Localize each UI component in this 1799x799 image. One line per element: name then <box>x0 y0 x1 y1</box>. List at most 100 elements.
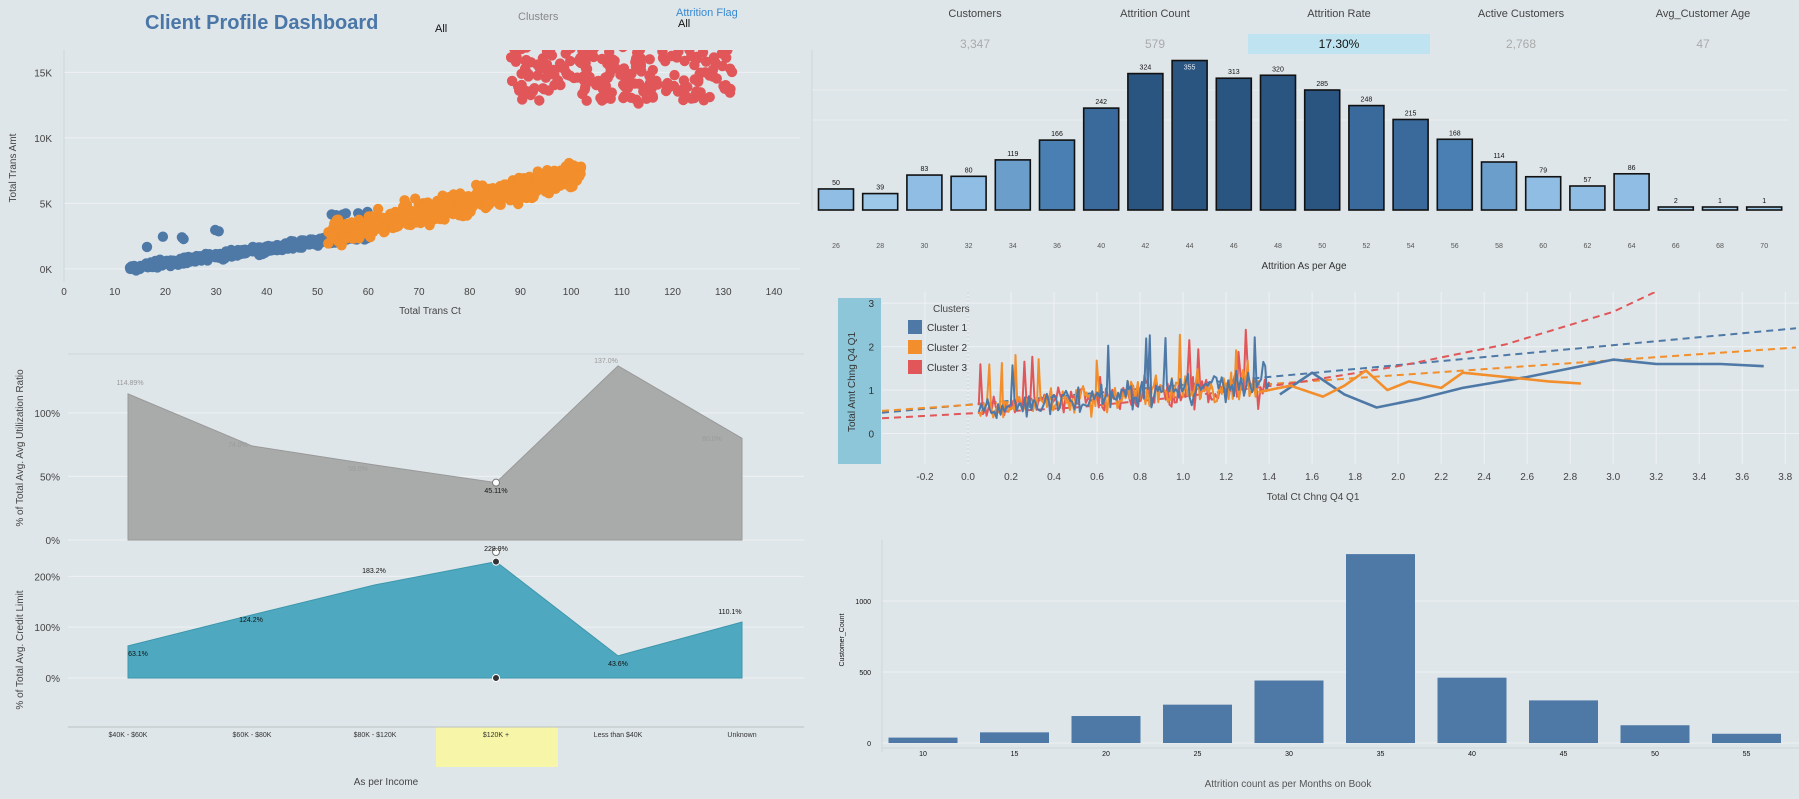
scatter-point <box>661 79 672 91</box>
y-tick-label: 3 <box>868 299 874 310</box>
scatter-point <box>672 86 684 97</box>
line-chart-chng-q4-q1[interactable]: Total Amt Chng Q4 Q1 -0.2 0.0 0.2 0.4 0.6 0.8 1… <box>838 292 1799 510</box>
x-tick-label: 0.4 <box>1047 472 1061 483</box>
selected-point-marker <box>492 557 500 566</box>
scatter-point <box>290 239 301 251</box>
scatter-point <box>633 98 644 109</box>
scatter-point <box>323 227 334 238</box>
age-bar-46 <box>1215 77 1253 211</box>
scatter-point <box>605 93 616 104</box>
scatter-chart-trans-amt-vs-ct[interactable]: 0K 5K 10K 15K 0 10 20 30 40 50 60 70 80 90 100 110 120 13… <box>0 50 800 325</box>
y-axis-title: % of Total Avg. Avg Utilization Ratio <box>15 369 26 527</box>
scatter-point <box>682 81 693 93</box>
kpi-active-customers: Active Customers 2,768 <box>1426 6 1616 54</box>
scatter-point <box>581 95 592 106</box>
x-tick-label: 2.2 <box>1434 472 1448 483</box>
x-tick-label: 2.4 <box>1477 472 1491 483</box>
y-tick-label: 0% <box>46 674 61 685</box>
bar-chart-attrition-by-age[interactable]: 5026392883308032119341663624240324423554… <box>808 50 1788 275</box>
scatter-point <box>647 92 659 103</box>
age-tick-label: 28 <box>876 243 884 250</box>
kpi-attrition-rate[interactable]: Attrition Rate 17.30% <box>1248 6 1430 54</box>
age-bar-value-label: 248 <box>1361 97 1373 104</box>
age-bar-value-label: 168 <box>1449 130 1461 137</box>
utilization-value-label: 80.0% <box>702 436 722 443</box>
x-tick-label: 130 <box>715 287 732 298</box>
x-tick-label: 3.4 <box>1692 472 1706 483</box>
age-bar-value-label: 242 <box>1095 99 1107 106</box>
legend-swatch-2 <box>908 340 922 354</box>
scatter-point <box>591 79 602 91</box>
y-tick-label: 500 <box>859 670 871 677</box>
scatter-point <box>213 226 224 237</box>
y-tick-label: 0K <box>40 265 53 276</box>
credit-limit-area <box>127 561 743 679</box>
utilization-value-label: 114.89% <box>116 380 143 387</box>
utilization-value-label: 74.0% <box>228 442 248 449</box>
y-tick-label: 0 <box>867 741 871 748</box>
scatter-point <box>340 218 352 230</box>
kpi-active-customers-value: 2,768 <box>1505 37 1537 51</box>
y-axis-title: Total Trans Amt <box>8 133 19 202</box>
age-bar-value-label: 166 <box>1051 131 1063 138</box>
legend-label-3: Cluster 3 <box>927 363 967 374</box>
scatter-point <box>461 210 473 221</box>
age-bar-68 <box>1701 206 1739 211</box>
y-tick-label: 15K <box>34 68 52 79</box>
scatter-point <box>442 201 453 212</box>
y-tick-label: 100% <box>34 623 60 634</box>
x-tick-label: 40 <box>261 287 273 298</box>
scatter-point <box>342 232 353 244</box>
credit-limit-value-label: 228.9% <box>484 546 508 553</box>
credit-limit-value-label: 110.1% <box>718 609 741 616</box>
x-axis-title: Attrition count as per Months on Book <box>1205 779 1373 790</box>
age-bar-value-label: 119 <box>1007 151 1018 158</box>
age-bar-value-label: 285 <box>1316 81 1328 88</box>
scatter-series-3 <box>505 50 738 109</box>
scatter-point <box>210 248 222 260</box>
scatter-point <box>525 89 536 101</box>
age-bar-value-label: 324 <box>1140 65 1152 72</box>
scatter-point <box>529 181 540 192</box>
scatter-point <box>392 221 404 232</box>
scatter-point <box>549 165 560 176</box>
scatter-point <box>488 183 499 195</box>
scatter-point <box>635 59 646 70</box>
scatter-point <box>176 232 188 243</box>
age-bar-value-label: 50 <box>832 180 840 187</box>
scatter-point <box>540 72 552 83</box>
bar-chart-attrition-by-months-on-book[interactable]: 0 500 1000 Customer_Count 10 15 20 25 30 35 40 45 50… <box>838 540 1799 799</box>
clusters-filter-value[interactable]: All <box>435 23 448 35</box>
selected-point-marker <box>492 548 500 556</box>
kpi-attrition-rate-label: Attrition Rate <box>1307 8 1371 20</box>
y-tick-label: 2 <box>868 343 874 354</box>
x-tick-label: 3.2 <box>1649 472 1663 483</box>
selected-point-marker <box>492 674 500 682</box>
age-bar-64 <box>1613 172 1650 211</box>
scatter-point <box>646 83 657 94</box>
x-tick-label: 110 <box>614 287 630 298</box>
legend-title: Clusters <box>933 304 970 315</box>
attrition-flag-filter-value[interactable]: All <box>678 18 691 30</box>
age-bar-30 <box>906 174 943 211</box>
scatter-point <box>721 52 732 63</box>
scatter-point <box>601 55 612 66</box>
months-tick-label: 30 <box>1285 751 1293 758</box>
scatter-point <box>704 70 715 81</box>
scatter-point <box>698 93 709 104</box>
x-tick-label: 140 <box>766 287 783 298</box>
dashboard-title: Client Profile Dashboard <box>145 12 379 34</box>
y-tick-label: 100% <box>34 409 60 420</box>
age-tick-label: 30 <box>921 243 929 250</box>
scatter-point <box>464 191 475 203</box>
age-tick-label: 62 <box>1584 243 1592 250</box>
y-axis-title: % of Total Avg. Credit Limit <box>15 590 26 709</box>
scatter-point <box>475 189 486 200</box>
kpi-customers-label: Customers <box>948 8 1002 20</box>
scatter-point <box>588 51 599 63</box>
scatter-point <box>561 69 573 80</box>
age-bar-56 <box>1436 138 1474 211</box>
months-bar-25 <box>1163 704 1232 743</box>
scatter-point <box>336 240 347 251</box>
area-charts-by-income[interactable]: 0% 50% 100% 114.89% 74.0% 59.0% 45.11% 137.0% 80… <box>0 350 812 799</box>
